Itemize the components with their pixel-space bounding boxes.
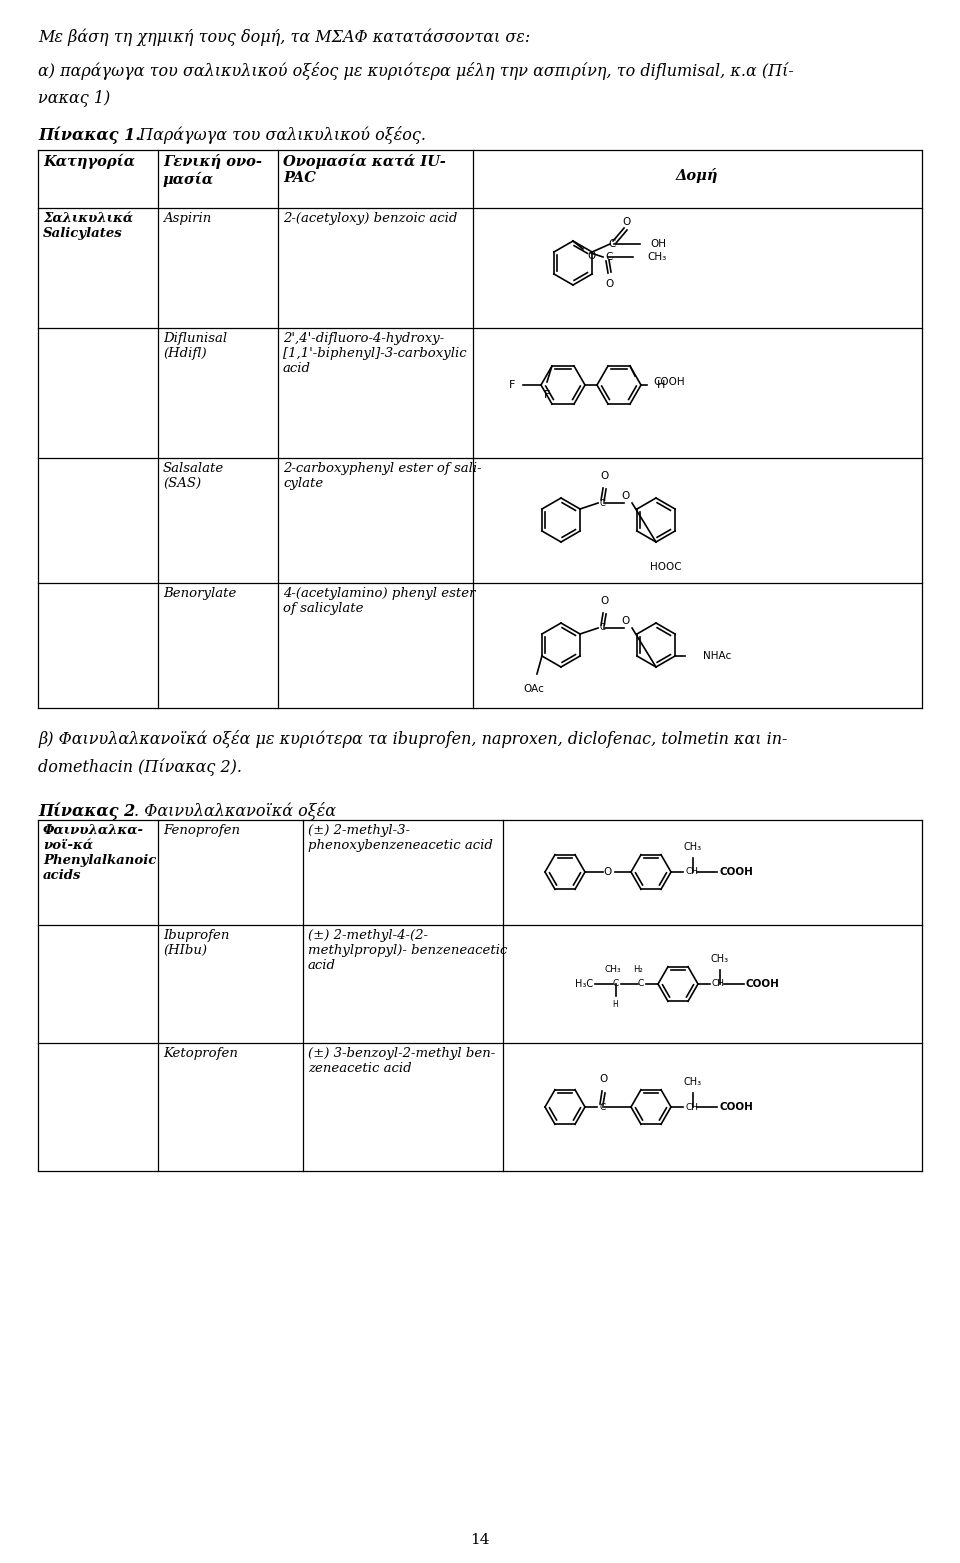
Text: CH₃: CH₃ [605,964,621,974]
Text: CH₃: CH₃ [684,1077,702,1086]
Text: HOOC: HOOC [650,563,682,572]
Text: H: H [657,380,665,391]
Text: O: O [606,280,614,289]
Text: 14: 14 [470,1533,490,1547]
Text: NHAc: NHAc [703,652,732,661]
Text: CH: CH [685,1102,698,1111]
Text: Σαλικυλικά
Salicylates: Σαλικυλικά Salicylates [43,213,133,241]
Text: Γενική ονο-
μασία: Γενική ονο- μασία [163,155,262,186]
Text: C: C [637,980,644,988]
Text: 2-carboxyphenyl ester of sali-
cylate: 2-carboxyphenyl ester of sali- cylate [283,463,482,489]
Text: (±) 3-benzoyl-2-methyl ben-
zeneacetic acid: (±) 3-benzoyl-2-methyl ben- zeneacetic a… [308,1047,495,1075]
Text: Με βάση τη χημική τους δομή, τα ΜΣΑΦ κατατάσσονται σε:: Με βάση τη χημική τους δομή, τα ΜΣΑΦ κατ… [38,28,530,45]
Text: O: O [599,1074,607,1085]
Text: C: C [599,1102,605,1111]
Text: Salsalate
(SAS): Salsalate (SAS) [163,463,225,489]
Text: F: F [543,389,550,400]
Text: C: C [612,980,619,988]
Text: 4-(acetylamino) phenyl ester
of salicylate: 4-(acetylamino) phenyl ester of salicyla… [283,588,475,614]
Text: Φαινυλαλκα-
νοϊ-κά
Phenylalkanoic
acids: Φαινυλαλκα- νοϊ-κά Phenylalkanoic acids [43,824,156,882]
Text: C: C [609,239,615,249]
Text: O: O [587,252,595,261]
Text: O: O [600,596,609,606]
Text: Πίνακας 2: Πίνακας 2 [38,802,135,819]
Text: Ονομασία κατά IU-
PAC: Ονομασία κατά IU- PAC [283,155,445,186]
Text: Benorylate: Benorylate [163,588,236,600]
Text: O: O [600,470,609,481]
Text: C: C [599,499,605,508]
Text: O: O [621,616,629,627]
Text: . Φαινυλαλκανοϊκά οξέα: . Φαινυλαλκανοϊκά οξέα [134,802,336,821]
Text: 2',4'-difluoro-4-hydroxy-
[1,1'-biphenyl]-3-carboxylic
acid: 2',4'-difluoro-4-hydroxy- [1,1'-biphenyl… [283,331,467,375]
Text: Ketoprofen: Ketoprofen [163,1047,238,1060]
Text: CH₃: CH₃ [647,252,666,263]
Text: Πίνακας 1.: Πίνακας 1. [38,127,141,144]
Text: Diflunisal
(Hdifl): Diflunisal (Hdifl) [163,331,228,359]
Text: (±) 2-methyl-3-
phenoxybenzeneacetic acid: (±) 2-methyl-3- phenoxybenzeneacetic aci… [308,824,492,852]
Text: C: C [605,252,612,263]
Text: CH₃: CH₃ [684,842,702,852]
Text: H: H [612,1000,618,1010]
Text: O: O [621,491,629,502]
Text: COOH: COOH [719,867,753,877]
Text: COOH: COOH [746,978,780,989]
Text: H₃C: H₃C [575,978,593,989]
Text: CH: CH [712,980,725,988]
Text: β) Φαινυλαλκανοϊκά οξέα με κυριότερα τα ibuprofen, naproxen, diclofenac, tolmeti: β) Φαινυλαλκανοϊκά οξέα με κυριότερα τα … [38,730,787,749]
Text: OH: OH [650,239,666,249]
Text: COOH: COOH [653,377,684,388]
Text: F: F [509,380,515,391]
Text: Fenoprofen: Fenoprofen [163,824,240,838]
Text: α) παράγωγα του σαλικυλικού οξέος με κυριότερα μέλη την ασπιρίνη, το diflumisal,: α) παράγωγα του σαλικυλικού οξέος με κυρ… [38,63,794,80]
Text: domethacin (Πίνακας 2).: domethacin (Πίνακας 2). [38,758,242,775]
Text: Δομή: Δομή [676,167,718,183]
Text: C: C [599,624,605,633]
Text: O: O [622,217,630,227]
Text: Ibuprofen
(HIbu): Ibuprofen (HIbu) [163,928,229,957]
Text: OAc: OAc [523,685,544,694]
Text: 2-(acetyloxy) benzoic acid: 2-(acetyloxy) benzoic acid [283,213,457,225]
Text: Κατηγορία: Κατηγορία [43,155,135,169]
Text: Παράγωγα του σαλικυλικού οξέος.: Παράγωγα του σαλικυλικού οξέος. [134,127,426,144]
Text: CH: CH [685,867,698,877]
Text: CH₃: CH₃ [711,953,729,964]
Text: (±) 2-methyl-4-(2-
methylpropyl)- benzeneacetic
acid: (±) 2-methyl-4-(2- methylpropyl)- benzen… [308,928,508,972]
Text: νακας 1): νακας 1) [38,91,110,106]
Text: O: O [604,867,612,877]
Text: COOH: COOH [719,1102,753,1111]
Text: Aspirin: Aspirin [163,213,211,225]
Text: H₂: H₂ [634,964,643,974]
